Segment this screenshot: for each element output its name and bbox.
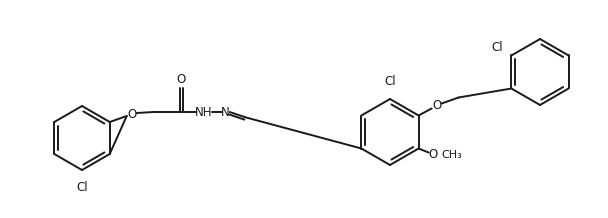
Text: Cl: Cl: [384, 75, 396, 88]
Text: O: O: [432, 99, 441, 112]
Text: CH₃: CH₃: [441, 150, 462, 160]
Text: Cl: Cl: [492, 41, 503, 54]
Text: N: N: [221, 106, 230, 119]
Text: O: O: [428, 148, 437, 161]
Text: NH: NH: [195, 106, 212, 119]
Text: O: O: [127, 107, 136, 121]
Text: Cl: Cl: [76, 181, 88, 194]
Text: O: O: [176, 73, 185, 85]
